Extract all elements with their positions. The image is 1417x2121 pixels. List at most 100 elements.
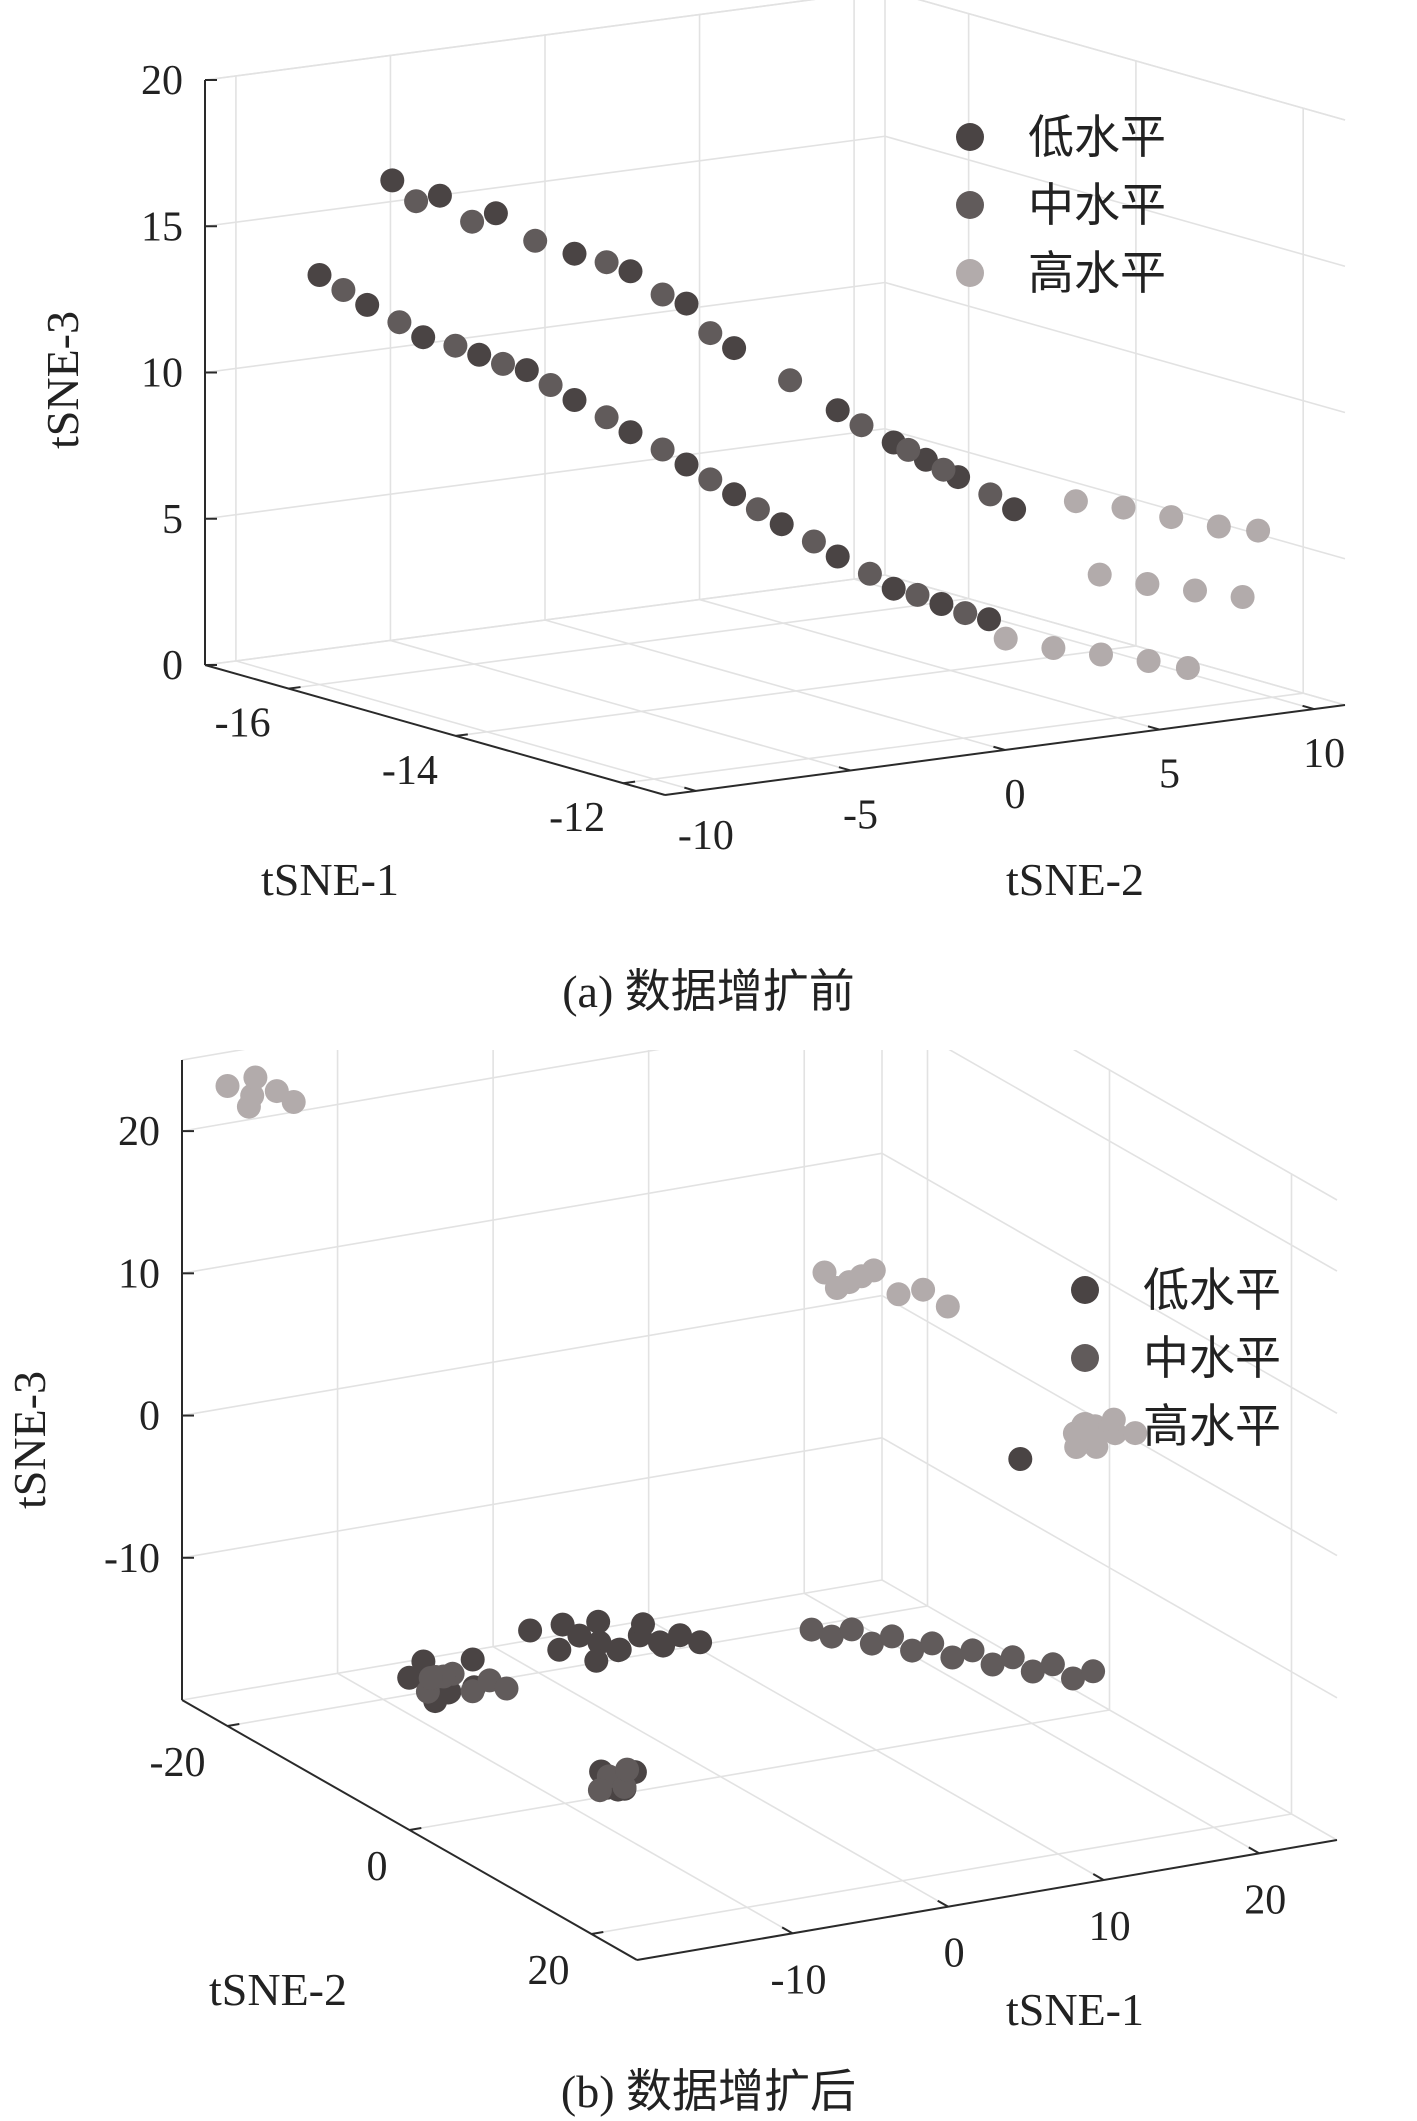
data-point <box>674 291 699 316</box>
data-point <box>978 482 1003 507</box>
side-wall-grid-line <box>884 427 1346 560</box>
data-point <box>801 529 826 554</box>
b-tick-label: 0 <box>1005 772 1026 818</box>
back-wall-grid-line <box>204 427 886 520</box>
b-tick-label: -10 <box>678 813 734 859</box>
legend-label: 高水平 <box>1028 248 1166 299</box>
box-edge <box>204 0 816 81</box>
data-point <box>1111 495 1136 520</box>
a-tick <box>455 733 468 737</box>
back-wall-grid-line <box>181 1294 883 1417</box>
data-point <box>905 582 930 607</box>
data-point <box>1159 505 1184 530</box>
data-point <box>550 1612 575 1637</box>
data-point <box>215 1074 240 1098</box>
data-point <box>1041 636 1066 660</box>
legend-marker <box>1071 1276 1099 1304</box>
b-tick-label: 20 <box>1244 1877 1286 1923</box>
series-3 <box>215 1065 1148 1459</box>
data-point <box>618 259 643 284</box>
data-point <box>1061 1666 1085 1691</box>
series-2 <box>331 189 1003 626</box>
b-tick-label: -10 <box>771 1957 827 2003</box>
data-point <box>799 1617 824 1642</box>
data-point <box>1089 642 1113 667</box>
data-point <box>1246 518 1271 543</box>
data-point <box>931 457 956 482</box>
data-point <box>1081 1659 1106 1684</box>
data-point <box>460 209 485 234</box>
a-tick-label: -14 <box>382 748 438 794</box>
data-point <box>418 1666 443 1690</box>
scatter3d-chart-b: -10 0 10 20 -20 0 20 -10 0 10 20 tSNE-2 tSNE-1 tSNE-3… <box>4 1050 1338 2035</box>
legend-marker <box>1071 1344 1099 1372</box>
data-point <box>586 1609 611 1634</box>
data-point <box>1183 578 1207 603</box>
figure-b-caption: (b) 数据增扩后 <box>560 2066 857 2117</box>
data-point <box>562 241 587 266</box>
figure-a-caption: (a) 数据增扩前 <box>562 966 855 1017</box>
data-point <box>587 1630 612 1655</box>
a-tick <box>227 1722 240 1727</box>
z-axis-label: tSNE-3 <box>4 1371 55 1509</box>
series-1 <box>307 168 1027 632</box>
legend-label: 中水平 <box>1143 1333 1281 1384</box>
data-point <box>849 413 874 438</box>
data-point <box>940 1645 965 1670</box>
data-point <box>1230 585 1255 609</box>
box-edge <box>181 1050 246 1061</box>
b-tick <box>937 1899 949 1908</box>
data-point <box>698 467 723 492</box>
data-point <box>1064 1435 1089 1459</box>
data-point <box>1008 1447 1033 1471</box>
data-point <box>397 1665 422 1690</box>
data-point <box>849 1264 874 1289</box>
figure-b: -10 0 10 20 -20 0 20 -10 0 10 20 tSNE-2 tSNE-1 tSNE-3… <box>0 1050 1417 2117</box>
box-edge <box>881 1579 1338 1841</box>
data-point <box>380 168 405 193</box>
b-tick <box>684 786 697 792</box>
data-point <box>584 1648 609 1673</box>
data-point <box>920 1631 945 1656</box>
data-point <box>722 482 747 507</box>
legend-marker <box>1071 1412 1099 1440</box>
b-tick <box>1302 704 1315 711</box>
a-tick-label: 20 <box>528 1948 570 1994</box>
data-point <box>1101 1407 1126 1432</box>
a-tick-label: 0 <box>367 1844 388 1890</box>
data-point <box>674 452 699 477</box>
b-tick <box>781 1926 794 1935</box>
side-wall-grid-line <box>884 135 1346 268</box>
data-point <box>1063 489 1088 514</box>
z-tick-label: 20 <box>141 58 183 104</box>
data-point <box>491 351 515 376</box>
side-wall-grid-line <box>917 0 1346 121</box>
z-tick-label: 0 <box>162 643 183 689</box>
data-point <box>538 373 563 397</box>
data-point <box>911 1277 936 1302</box>
grid <box>181 1050 1338 1935</box>
axes: -10 0 10 20 -20 0 20 -10 0 10 20 tSNE-2 tSNE-1 tSNE-3 <box>4 1060 1338 2035</box>
data-point <box>587 1778 612 1803</box>
data-point <box>411 325 436 350</box>
x-axis-label: tSNE-1 <box>261 854 399 905</box>
z-axis-label: tSNE-3 <box>37 311 88 449</box>
back-wall-grid-line <box>204 135 886 228</box>
data-point <box>404 189 429 214</box>
data-point <box>1136 649 1161 673</box>
data-point <box>881 576 906 601</box>
y-axis-label: tSNE-2 <box>1006 854 1144 905</box>
legend-label: 中水平 <box>1028 180 1166 231</box>
floor-grid-line <box>235 660 697 792</box>
data-point <box>1123 1421 1148 1446</box>
figure-a: 0 5 10 15 20 -16 -14 -12 -10 -5 0 5 10 tSNE-1 tSNE-2 tS… <box>0 0 1417 1050</box>
data-point <box>355 292 380 317</box>
data-point <box>651 1633 676 1658</box>
grid <box>204 0 1346 792</box>
data-point <box>886 1282 911 1307</box>
floor-grid-line <box>699 598 1160 731</box>
legend-label: 低水平 <box>1143 1265 1281 1316</box>
b-tick <box>1092 1873 1105 1881</box>
z-tick-label: 20 <box>118 1109 160 1155</box>
data-point <box>1002 497 1027 522</box>
